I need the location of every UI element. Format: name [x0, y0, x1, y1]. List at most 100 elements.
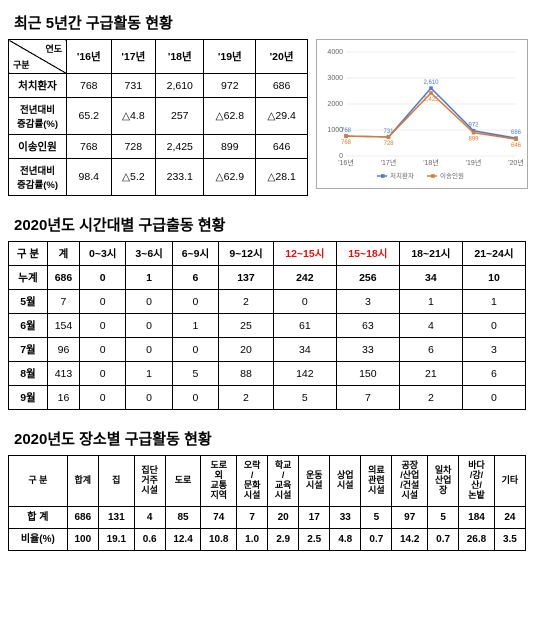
- col-header: 일차 산업 장: [428, 456, 459, 507]
- cell: 131: [98, 506, 134, 528]
- cell: 0: [462, 314, 525, 338]
- svg-text:768: 768: [341, 140, 352, 146]
- cell: 0: [126, 338, 172, 362]
- cell: 646: [256, 135, 308, 159]
- svg-text:'18년: '18년: [423, 158, 439, 167]
- svg-text:2,610: 2,610: [423, 80, 439, 86]
- cell: 686: [256, 74, 308, 98]
- row-label: 누계: [9, 266, 48, 290]
- col-header: 집단 거주 시설: [134, 456, 165, 507]
- col-header: 운동 시설: [299, 456, 330, 507]
- col-header: 도로 외 교통 지역: [201, 456, 237, 507]
- cell: 0.6: [134, 528, 165, 550]
- row-label: 6월: [9, 314, 48, 338]
- cell: 2,610: [156, 74, 204, 98]
- cell: 12.4: [165, 528, 201, 550]
- cell: 20: [268, 506, 299, 528]
- row-label: 5월: [9, 290, 48, 314]
- col-year: '20년: [256, 40, 308, 74]
- cell: 686: [67, 506, 98, 528]
- svg-text:4000: 4000: [327, 49, 343, 56]
- cell: 0: [126, 314, 172, 338]
- col-header: 18~21시: [399, 242, 462, 266]
- cell: 2: [219, 386, 274, 410]
- col-header: 오락 / 문화 시설: [237, 456, 268, 507]
- cell: 4: [134, 506, 165, 528]
- cell: 2.9: [268, 528, 299, 550]
- cell: △62.8: [204, 98, 256, 135]
- cell: 0: [80, 314, 126, 338]
- cell: 0: [462, 386, 525, 410]
- cell: 1: [126, 266, 172, 290]
- cell: 3: [336, 290, 399, 314]
- row-label: 합 계: [9, 506, 68, 528]
- col-year: '19년: [204, 40, 256, 74]
- cell: 0: [172, 290, 218, 314]
- cell: 1: [126, 362, 172, 386]
- cell: 184: [459, 506, 495, 528]
- col-header: 계: [47, 242, 79, 266]
- cell: 34: [273, 338, 336, 362]
- cell: 10.8: [201, 528, 237, 550]
- col-header: 의료 관련 시설: [361, 456, 392, 507]
- svg-text:3000: 3000: [327, 75, 343, 82]
- cell: 233.1: [156, 159, 204, 196]
- col-header: 3~6시: [126, 242, 172, 266]
- cell: 85: [165, 506, 201, 528]
- col-header: 상업 시설: [330, 456, 361, 507]
- cell: 24: [494, 506, 525, 528]
- svg-text:2000: 2000: [327, 101, 343, 108]
- cell: 6: [172, 266, 218, 290]
- cell: △4.8: [111, 98, 156, 135]
- cell: 5: [172, 362, 218, 386]
- section2-title: 2020년도 시간대별 구급출동 현황: [14, 214, 529, 235]
- corner-cell: 연도 구분: [9, 40, 67, 74]
- svg-text:2,425: 2,425: [423, 97, 439, 103]
- col-header: 기타: [494, 456, 525, 507]
- cell: 1.0: [237, 528, 268, 550]
- svg-text:728: 728: [383, 141, 394, 147]
- cell: 0: [80, 338, 126, 362]
- cell: 0: [273, 290, 336, 314]
- svg-text:'19년: '19년: [466, 158, 482, 167]
- col-header: 구 분: [9, 456, 68, 507]
- corner-top: 연도: [45, 42, 62, 55]
- cell: 7: [237, 506, 268, 528]
- cell: 97: [392, 506, 428, 528]
- cell: 731: [111, 74, 156, 98]
- cell: 1: [399, 290, 462, 314]
- cell: 0.7: [361, 528, 392, 550]
- svg-text:972: 972: [468, 123, 479, 129]
- svg-text:0: 0: [339, 153, 343, 160]
- cell: 137: [219, 266, 274, 290]
- col-header: 0~3시: [80, 242, 126, 266]
- cell: 150: [336, 362, 399, 386]
- cell: 0: [126, 386, 172, 410]
- cell: 413: [47, 362, 79, 386]
- table-5year: 연도 구분 '16년 '17년 '18년 '19년 '20년 처치환자76873…: [8, 39, 308, 196]
- cell: 33: [336, 338, 399, 362]
- cell: 0: [126, 290, 172, 314]
- svg-text:'20년: '20년: [508, 158, 523, 167]
- cell: 728: [111, 135, 156, 159]
- section1-title: 최근 5년간 구급활동 현황: [14, 12, 529, 33]
- cell: 0: [80, 362, 126, 386]
- svg-text:'16년: '16년: [338, 158, 354, 167]
- cell: 10: [462, 266, 525, 290]
- cell: 3.5: [494, 528, 525, 550]
- cell: △29.4: [256, 98, 308, 135]
- svg-text:899: 899: [468, 137, 479, 143]
- col-header: 구 분: [9, 242, 48, 266]
- col-year: '18년: [156, 40, 204, 74]
- cell: 768: [67, 135, 112, 159]
- col-header: 9~12시: [219, 242, 274, 266]
- cell: 972: [204, 74, 256, 98]
- cell: 0: [80, 386, 126, 410]
- cell: 61: [273, 314, 336, 338]
- cell: 26.8: [459, 528, 495, 550]
- cell: 5: [428, 506, 459, 528]
- row-label: 이송인원: [9, 135, 67, 159]
- cell: △5.2: [111, 159, 156, 196]
- cell: 686: [47, 266, 79, 290]
- cell: 768: [67, 74, 112, 98]
